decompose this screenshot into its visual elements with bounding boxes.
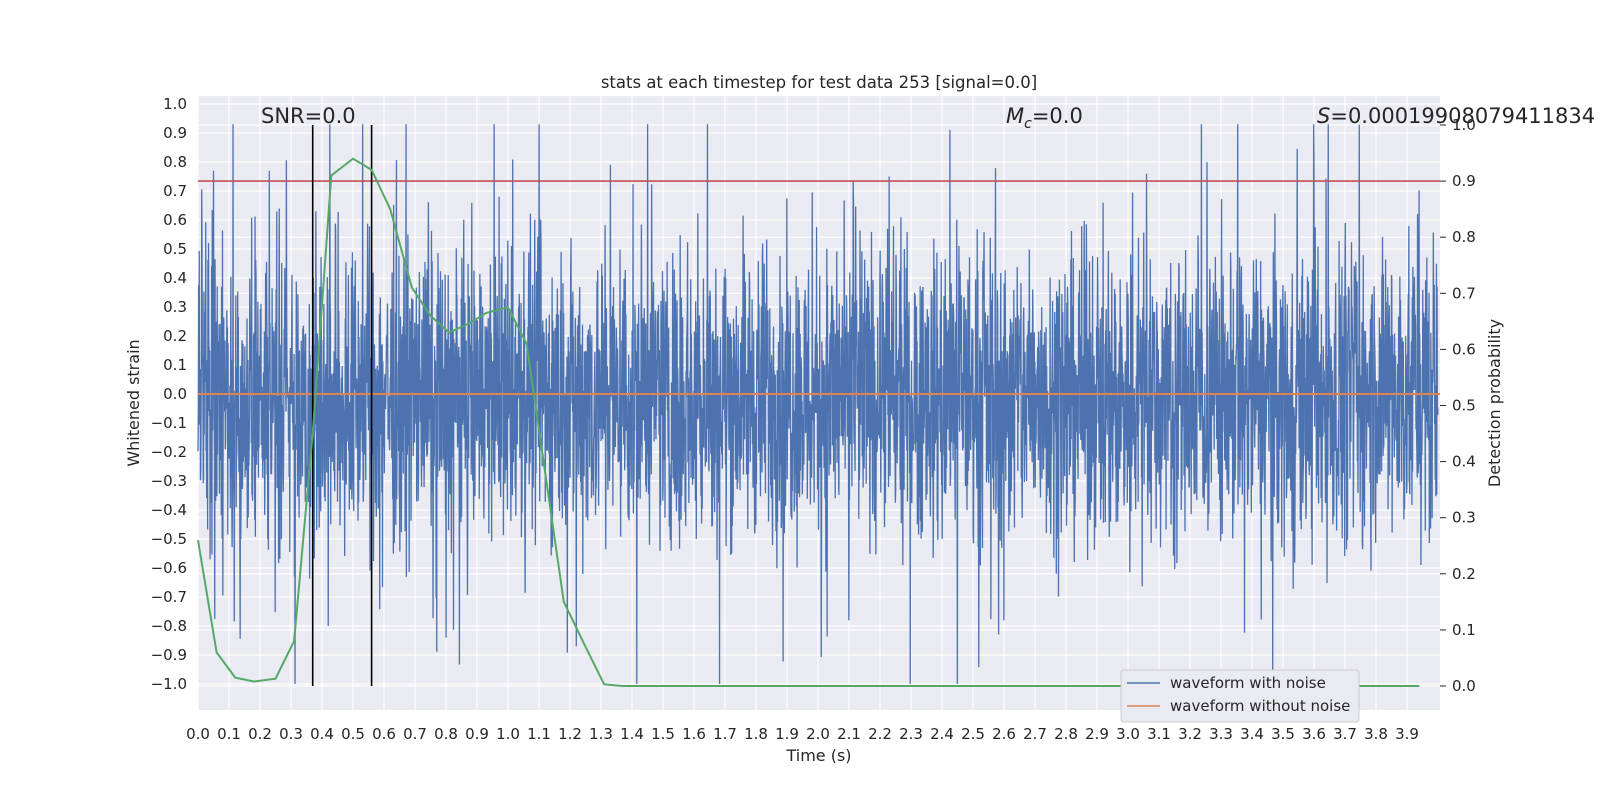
x-tick-label: 1.0 (496, 725, 520, 743)
x-tick-label: 2.9 (1085, 725, 1109, 743)
x-tick-label: 0.8 (434, 725, 458, 743)
vertical-markers (311, 125, 373, 686)
x-tick-label: 2.1 (837, 725, 861, 743)
x-tick-label: 0.1 (217, 725, 241, 743)
x-tick-label: 1.4 (620, 725, 644, 743)
y2-axis-label: Detection probability (1485, 319, 1504, 487)
chart-title: stats at each timestep for test data 253… (601, 73, 1037, 92)
snr-annotation: SNR=0.0 (261, 104, 356, 128)
x-tick-label: 2.7 (1023, 725, 1047, 743)
y2-tick-label: 0.2 (1452, 565, 1476, 583)
y-tick-label: 0.3 (163, 298, 187, 316)
y-tick-label: −0.9 (151, 646, 187, 664)
probability-line (197, 157, 1420, 687)
y2-tick-label: 1.0 (1452, 116, 1476, 134)
series-waveform-with-noise (197, 124, 1439, 685)
x-tick-label: 3.3 (1209, 725, 1233, 743)
y-tick-label: −0.8 (151, 617, 187, 635)
y-tick-label: 0.8 (163, 153, 187, 171)
y-tick-label: −0.2 (151, 443, 187, 461)
y-tick-label: −0.6 (151, 559, 187, 577)
mc-symbol: M (1006, 104, 1024, 128)
noise-line (197, 124, 1439, 685)
y-tick-label: −1.0 (151, 675, 187, 693)
x-tick-label: 2.6 (992, 725, 1016, 743)
x-tick-label: 0.9 (465, 725, 489, 743)
y-tick-label: 0.5 (163, 240, 187, 258)
y-tick-label: 0.7 (163, 182, 187, 200)
x-tick-label: 1.9 (775, 725, 799, 743)
y-tick-label: 0.4 (163, 269, 187, 287)
x-tick-label: 1.3 (589, 725, 613, 743)
x-tick-label: 3.7 (1333, 725, 1357, 743)
x-tick-label: 1.8 (744, 725, 768, 743)
x-tick-label: 1.6 (682, 725, 706, 743)
y-tick-labels: 1.0 0.9 0.8 0.7 0.6 0.5 0.4 0.3 0.2 0.1 0.0 −0.1 −0.… (151, 95, 187, 693)
y-tick-label: 0.6 (163, 211, 187, 229)
y-tick-label: 0.1 (163, 356, 187, 374)
x-tick-label: 0.4 (310, 725, 334, 743)
x-tick-label: 1.2 (558, 725, 582, 743)
x-tick-label: 1.7 (713, 725, 737, 743)
x-tick-label: 0.0 (186, 725, 210, 743)
x-tick-label: 3.9 (1395, 725, 1419, 743)
y2-tick-label: 0.8 (1452, 228, 1476, 246)
y-tick-label: −0.3 (151, 472, 187, 490)
x-tick-label: 0.6 (372, 725, 396, 743)
x-tick-label: 2.5 (961, 725, 985, 743)
legend-label-noise: waveform with noise (1170, 674, 1326, 692)
legend-label-flat: waveform without noise (1170, 697, 1350, 715)
y-tick-label: −0.1 (151, 414, 187, 432)
x-tick-label: 2.4 (930, 725, 954, 743)
x-tick-label: 1.1 (527, 725, 551, 743)
y2-tick-label: 0.4 (1452, 453, 1476, 471)
mc-annotation: Mc=0.0 (1006, 104, 1083, 132)
y-axis-label: Whitened strain (124, 339, 143, 466)
x-tick-label: 3.4 (1240, 725, 1264, 743)
x-tick-label: 3.6 (1302, 725, 1326, 743)
mc-subscript: c (1024, 116, 1032, 132)
x-tick-label: 2.8 (1054, 725, 1078, 743)
x-tick-label: 3.5 (1271, 725, 1295, 743)
legend: waveform with noise waveform without noi… (1120, 669, 1360, 723)
y-tick-label: −0.5 (151, 530, 187, 548)
x-tick-label: 0.7 (403, 725, 427, 743)
y2-tick-label: 0.6 (1452, 340, 1476, 358)
x-tick-label: 3.2 (1178, 725, 1202, 743)
y-tick-label: 0.9 (163, 124, 187, 142)
y2-tick-labels: 1.0 0.9 0.8 0.7 0.6 0.5 0.4 0.3 0.2 0.1 0.0 (1452, 116, 1476, 695)
x-axis-label: Time (s) (785, 746, 851, 765)
y2-tick-label: 0.7 (1452, 284, 1476, 302)
y2-tick-label: 0.9 (1452, 172, 1476, 190)
x-tick-label: 2.0 (806, 725, 830, 743)
y-tick-label: −0.7 (151, 588, 187, 606)
y2-tick-label: 0.0 (1452, 677, 1476, 695)
s-annotation: S=0.00019908079411834 (1317, 104, 1595, 128)
y-tick-label: 0.0 (163, 385, 187, 403)
x-tick-label: 0.2 (248, 725, 272, 743)
y-tick-label: 0.2 (163, 327, 187, 345)
x-tick-label: 1.5 (651, 725, 675, 743)
s-value: =0.00019908079411834 (1330, 104, 1595, 128)
legend-box (1120, 669, 1360, 723)
mc-value: =0.0 (1032, 104, 1083, 128)
series-detection-probability (197, 157, 1420, 687)
x-tick-label: 3.8 (1364, 725, 1388, 743)
y-tick-label: −0.4 (151, 501, 187, 519)
x-tick-label: 0.3 (279, 725, 303, 743)
x-tick-label: 2.2 (868, 725, 892, 743)
x-tick-label: 2.3 (899, 725, 923, 743)
y2-tick-label: 0.1 (1452, 621, 1476, 639)
y2-tick-label: 0.5 (1452, 397, 1476, 415)
x-tick-label: 3.1 (1147, 725, 1171, 743)
x-tick-labels: 0.0 0.1 0.2 0.3 0.4 0.5 0.6 0.7 0.8 0.9 1.0 1.1 1.2 1… (186, 725, 1419, 743)
y2-tick-label: 0.3 (1452, 509, 1476, 527)
y-tick-label: 1.0 (163, 95, 187, 113)
x-tick-label: 3.0 (1116, 725, 1140, 743)
s-symbol: S (1317, 104, 1330, 128)
x-tick-label: 0.5 (341, 725, 365, 743)
